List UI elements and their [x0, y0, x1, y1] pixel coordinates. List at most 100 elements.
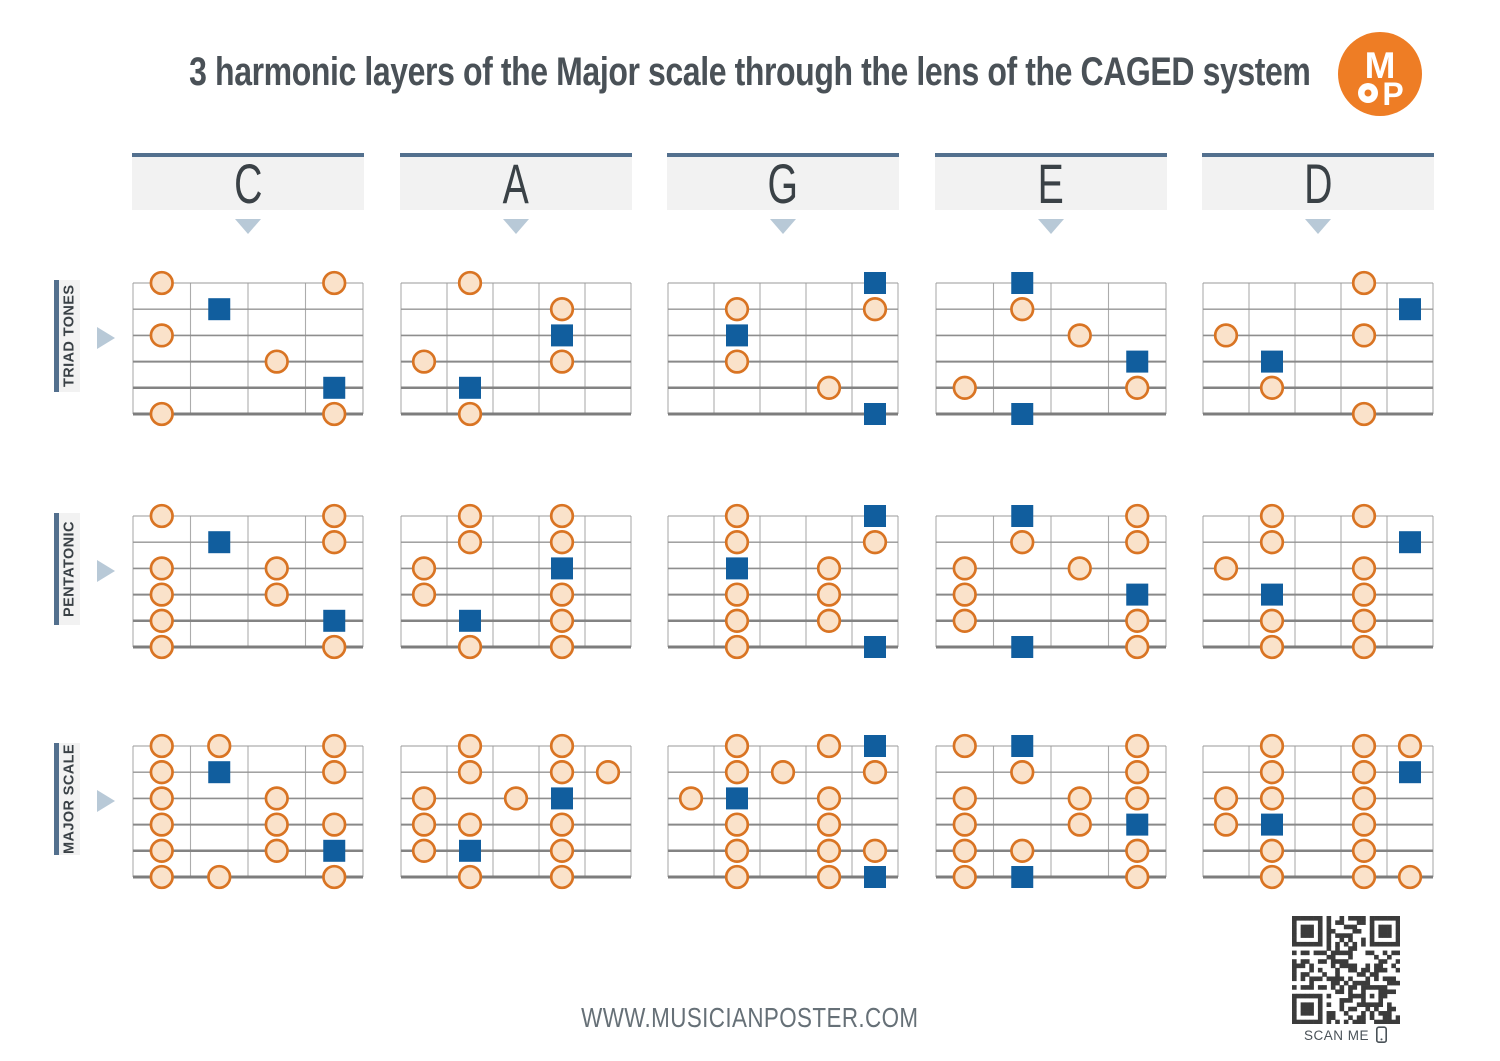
scale-tone-marker: [816, 556, 842, 581]
website-url: WWW.MUSICIANPOSTER.COM: [0, 1002, 1500, 1034]
scale-tone-marker: [149, 786, 174, 811]
scale-tone-marker: [207, 864, 232, 890]
scale-tone-marker: [1351, 323, 1377, 348]
scale-tone-marker: [1259, 733, 1285, 759]
root-note-marker: [551, 324, 573, 347]
fretboard-major-scale-A: [400, 729, 632, 899]
scale-tone-marker: [149, 401, 174, 427]
scale-tone-marker: [264, 812, 289, 837]
scale-tone-marker: [952, 582, 977, 607]
fretboard-pentatonic-G: [667, 499, 899, 669]
scale-tone-marker: [149, 733, 174, 759]
scale-tone-marker: [1351, 608, 1377, 633]
scale-tone-marker: [1259, 530, 1285, 555]
row-label-pentatonic: PENTATONIC: [54, 513, 80, 625]
scale-tone-marker: [816, 608, 842, 633]
page-title-text: 3 harmonic layers of the Major scale thr…: [189, 50, 1311, 94]
scale-tone-marker: [549, 812, 575, 837]
scale-tone-marker: [1125, 503, 1150, 529]
scale-tone-marker: [457, 864, 483, 890]
root-note-marker: [208, 531, 231, 554]
scale-tone-marker: [1351, 838, 1377, 863]
scale-tone-marker: [411, 556, 437, 581]
root-note-marker: [726, 324, 748, 347]
fretboard-triad-tones-G: [667, 266, 899, 436]
scale-tone-marker: [1351, 864, 1377, 890]
scale-tone-marker: [264, 349, 289, 374]
scale-tone-marker: [1125, 864, 1150, 890]
scale-tone-marker: [549, 733, 575, 759]
scale-tone-marker: [1351, 634, 1377, 660]
row-label-major-scale: MAJOR SCALE: [54, 743, 80, 855]
scale-tone-marker: [1213, 786, 1239, 811]
scale-tone-marker: [549, 760, 575, 785]
scale-tone-marker: [457, 812, 483, 837]
scale-tone-marker: [149, 582, 174, 607]
scale-tone-marker: [724, 838, 750, 863]
scale-tone-marker: [1125, 530, 1150, 555]
chevron-down-icon: [1305, 219, 1331, 234]
column-header-D: D: [1202, 153, 1434, 234]
brand-logo: M P: [1337, 31, 1423, 117]
phone-icon: [1375, 1026, 1387, 1044]
fretboard-pentatonic-C: [132, 499, 364, 669]
row-label-bar: [54, 743, 59, 855]
svg-text:M: M: [1365, 45, 1396, 86]
scale-tone-marker: [1351, 733, 1377, 759]
root-note-marker: [864, 272, 886, 294]
root-note-marker: [726, 557, 748, 580]
scale-tone-marker: [1351, 556, 1377, 581]
scale-tone-marker: [1067, 786, 1092, 811]
root-note-marker: [1011, 636, 1034, 658]
row-label-triad-tones: TRIAD TONES: [54, 280, 80, 392]
scale-tone-marker: [1125, 608, 1150, 633]
fretboard-grid: [667, 733, 899, 890]
arrow-right-icon: [97, 327, 115, 349]
scale-tone-marker: [264, 582, 289, 607]
scale-tone-marker: [457, 733, 483, 759]
scale-tone-marker: [149, 503, 174, 529]
page-title: 3 harmonic layers of the Major scale thr…: [0, 50, 1500, 94]
scale-tone-marker: [724, 608, 750, 633]
scale-tone-marker: [1351, 812, 1377, 837]
root-note-marker: [864, 403, 886, 425]
column-letter: G: [767, 152, 799, 215]
scale-tone-marker: [724, 864, 750, 890]
scale-tone-marker: [1213, 323, 1239, 348]
scale-tone-marker: [549, 838, 575, 863]
scale-tone-marker: [816, 812, 842, 837]
scale-tone-marker: [1010, 838, 1035, 863]
column-header-bar: [400, 153, 632, 157]
scale-tone-marker: [952, 733, 977, 759]
scale-tone-marker: [862, 760, 888, 785]
website-url-text: WWW.MUSICIANPOSTER.COM: [581, 1002, 919, 1033]
fretboard-grid: [400, 733, 632, 890]
scale-tone-marker: [149, 556, 174, 581]
scale-tone-marker: [816, 582, 842, 607]
svg-text:P: P: [1382, 76, 1403, 112]
fretboard-grid: [1202, 733, 1434, 890]
scale-tone-marker: [322, 401, 347, 427]
scale-tone-marker: [1259, 608, 1285, 633]
scale-tone-marker: [1259, 786, 1285, 811]
scale-tone-marker: [952, 786, 977, 811]
scale-tone-marker: [457, 503, 483, 529]
scale-tone-marker: [724, 582, 750, 607]
scale-tone-marker: [457, 530, 483, 555]
scale-tone-marker: [1010, 530, 1035, 555]
scale-tone-marker: [952, 864, 977, 890]
fretboard-triad-tones-E: [935, 266, 1167, 436]
scale-tone-marker: [549, 530, 575, 555]
scale-tone-marker: [724, 297, 750, 322]
root-note-marker: [208, 761, 231, 784]
scale-tone-marker: [549, 349, 575, 374]
root-note-marker: [323, 839, 346, 862]
fretboard-pentatonic-E: [935, 499, 1167, 669]
scale-tone-marker: [264, 786, 289, 811]
scale-tone-marker: [264, 838, 289, 863]
scale-tone-marker: [1067, 323, 1092, 348]
fretboard-grid: [400, 503, 632, 660]
scale-tone-marker: [1067, 556, 1092, 581]
row-label-text: MAJOR SCALE: [59, 743, 80, 855]
column-header-bar: [132, 153, 364, 157]
